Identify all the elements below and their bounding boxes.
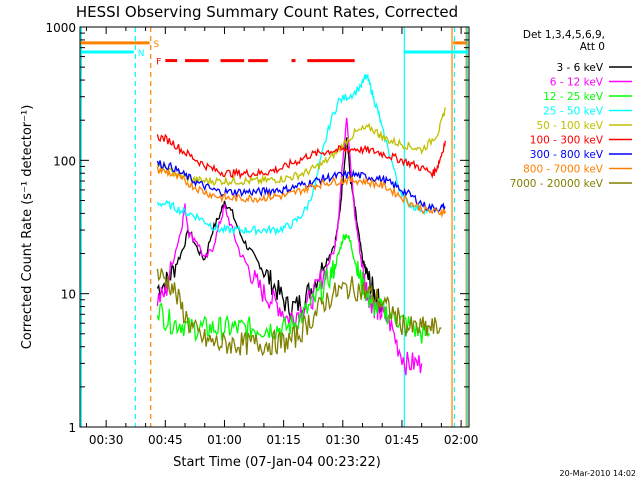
flag-bars: SN F: [80, 40, 468, 68]
legend-entry-label-2: 12 - 25 keV: [543, 91, 604, 103]
footer-date: 20-Mar-2010 14:02: [560, 469, 637, 478]
legend-entry-label-8: 7000 - 20000 keV: [510, 178, 604, 190]
y-tick-label-1: 10: [61, 288, 76, 302]
series-line-0: [156, 137, 383, 321]
legend-title-line-0: Det 1,3,4,5,6,9,: [523, 29, 605, 41]
x-tick-label-3: 01:15: [266, 433, 301, 447]
x-tick-label-2: 01:00: [207, 433, 242, 447]
x-tick-label-4: 01:30: [325, 433, 360, 447]
legend-entry-label-4: 50 - 100 keV: [536, 120, 603, 132]
series-lines: [156, 73, 446, 376]
series-line-8: [156, 268, 442, 357]
legend-entry-label-7: 800 - 7000 keV: [523, 164, 604, 176]
flag-label-S: S: [154, 40, 160, 50]
y-tick-label-2: 100: [53, 154, 76, 168]
legend: Det 1,3,4,5,6,9,Att 0 3 - 6 keV 6 - 12 keV…: [510, 29, 632, 190]
legend-entry-label-6: 300 - 800 keV: [530, 149, 604, 161]
flag-label-N: N: [138, 49, 145, 59]
flag-label-F: F: [156, 58, 161, 68]
y-axis: 1 10 100 1000: [45, 21, 469, 435]
series-line-3: [156, 73, 431, 237]
legend-entry-label-3: 25 - 50 keV: [543, 106, 604, 118]
legend-entry-label-1: 6 - 12 keV: [550, 77, 604, 89]
legend-entry-label-0: 3 - 6 keV: [556, 62, 603, 74]
x-axis-label: Start Time (07-Jan-04 00:23:22): [173, 455, 381, 470]
vertical-markers: [80, 27, 469, 427]
series-line-7: [156, 166, 446, 219]
x-tick-label-1: 00:45: [148, 433, 183, 447]
y-tick-label-0: 1: [68, 421, 76, 435]
legend-title-line-1: Att 0: [580, 41, 605, 53]
series-line-5: [156, 133, 446, 180]
x-tick-label-0: 00:30: [89, 433, 124, 447]
x-tick-label-5: 01:45: [385, 433, 420, 447]
y-axis-label: Corrected Count Rate (s⁻¹ detector⁻¹): [20, 105, 35, 350]
plot-frame: [79, 26, 470, 428]
series-line-4: [156, 107, 446, 187]
y-tick-label-3: 1000: [45, 21, 76, 35]
plot-area: SN F: [80, 27, 469, 427]
x-tick-label-6: 02:00: [444, 433, 479, 447]
x-axis: 00:30 00:45 01:00 01:15 01:30 01:45 02:00: [85, 27, 479, 447]
chart-title: HESSI Observing Summary Count Rates, Cor…: [76, 3, 458, 21]
series-line-6: [156, 160, 446, 214]
series-line-2: [156, 233, 431, 344]
legend-entry-label-5: 100 - 300 keV: [530, 135, 604, 147]
